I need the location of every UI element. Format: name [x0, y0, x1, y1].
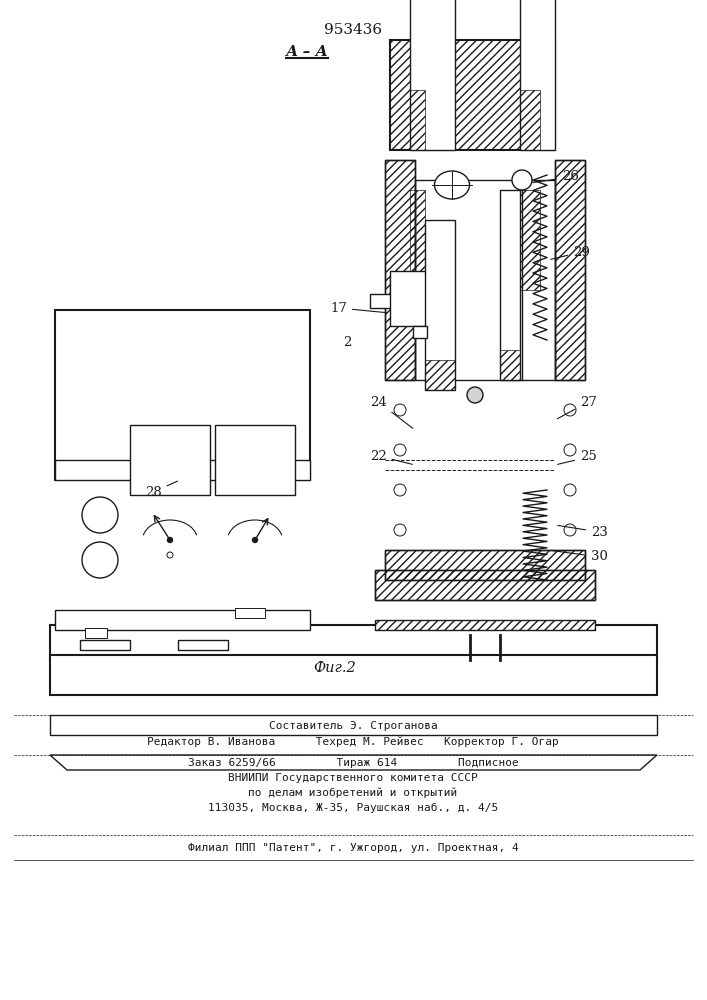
Bar — [375, 620, 595, 630]
Bar — [215, 425, 295, 495]
Bar — [375, 620, 595, 630]
Bar — [390, 40, 555, 150]
Bar — [235, 608, 265, 618]
Bar — [80, 640, 130, 650]
Bar — [520, 0, 555, 150]
Circle shape — [394, 484, 406, 496]
Circle shape — [564, 524, 576, 536]
Circle shape — [512, 170, 532, 190]
Bar — [390, 277, 445, 302]
Bar — [413, 326, 427, 338]
Bar — [375, 570, 595, 600]
Circle shape — [564, 404, 576, 416]
Bar — [385, 160, 415, 380]
Text: 17: 17 — [330, 302, 387, 314]
Polygon shape — [50, 755, 657, 770]
Bar — [520, 190, 540, 290]
Bar — [500, 190, 520, 380]
Bar — [55, 310, 310, 480]
Bar — [50, 715, 657, 735]
Circle shape — [394, 444, 406, 456]
Bar — [178, 640, 228, 650]
Bar — [415, 180, 555, 380]
Bar — [55, 460, 310, 480]
Text: 23: 23 — [558, 525, 608, 538]
Circle shape — [564, 444, 576, 456]
Text: 28: 28 — [145, 481, 177, 498]
Text: ВНИИПИ Государственного комитета СССР: ВНИИПИ Государственного комитета СССР — [228, 773, 478, 783]
Circle shape — [394, 524, 406, 536]
Bar — [50, 625, 657, 660]
Bar — [555, 160, 585, 380]
Bar — [390, 271, 445, 326]
Bar — [375, 570, 595, 600]
Circle shape — [82, 497, 118, 533]
Circle shape — [564, 484, 576, 496]
Text: 2: 2 — [343, 336, 351, 349]
Text: 22: 22 — [370, 450, 412, 464]
Text: 30: 30 — [551, 550, 608, 564]
Bar — [425, 220, 455, 390]
Bar — [555, 160, 585, 380]
Text: Составитель Э. Строганова: Составитель Э. Строганова — [269, 721, 438, 731]
Bar — [385, 550, 585, 580]
Text: 24: 24 — [370, 395, 413, 428]
Text: А – А: А – А — [286, 45, 329, 59]
Text: 26: 26 — [533, 170, 579, 184]
Ellipse shape — [435, 171, 469, 199]
Bar — [520, 90, 540, 150]
Text: Заказ 6259/66         Тираж 614         Подписное: Заказ 6259/66 Тираж 614 Подписное — [187, 758, 518, 768]
Bar — [385, 550, 585, 580]
Circle shape — [252, 538, 257, 542]
Text: по делам изобретений и открытий: по делам изобретений и открытий — [248, 788, 457, 798]
Bar — [500, 350, 520, 380]
Text: 953436: 953436 — [324, 23, 382, 37]
Text: 27: 27 — [557, 395, 597, 419]
Bar — [390, 40, 555, 150]
Bar — [410, 0, 455, 150]
Text: 113035, Москва, Ж-35, Раушская наб., д. 4/5: 113035, Москва, Ж-35, Раушская наб., д. … — [208, 803, 498, 813]
Bar — [50, 655, 657, 695]
Bar — [385, 160, 415, 380]
Circle shape — [467, 387, 483, 403]
Bar — [370, 294, 395, 308]
Bar — [410, 90, 425, 150]
Circle shape — [394, 404, 406, 416]
Bar — [55, 610, 310, 630]
Bar — [410, 190, 425, 290]
Text: Филиал ППП "Патент", г. Ужгород, ул. Проектная, 4: Филиал ППП "Патент", г. Ужгород, ул. Про… — [187, 843, 518, 853]
Circle shape — [167, 552, 173, 558]
Text: Редактор В. Иванова      Техред М. Рейвес   Корректор Г. Огар: Редактор В. Иванова Техред М. Рейвес Кор… — [147, 737, 559, 747]
Text: 29: 29 — [551, 245, 590, 259]
Bar — [425, 360, 455, 390]
Text: Фиг.2: Фиг.2 — [314, 661, 356, 675]
Bar — [85, 628, 107, 638]
Circle shape — [168, 538, 173, 542]
Bar — [130, 425, 210, 495]
Circle shape — [82, 542, 118, 578]
Text: 25: 25 — [558, 450, 597, 464]
